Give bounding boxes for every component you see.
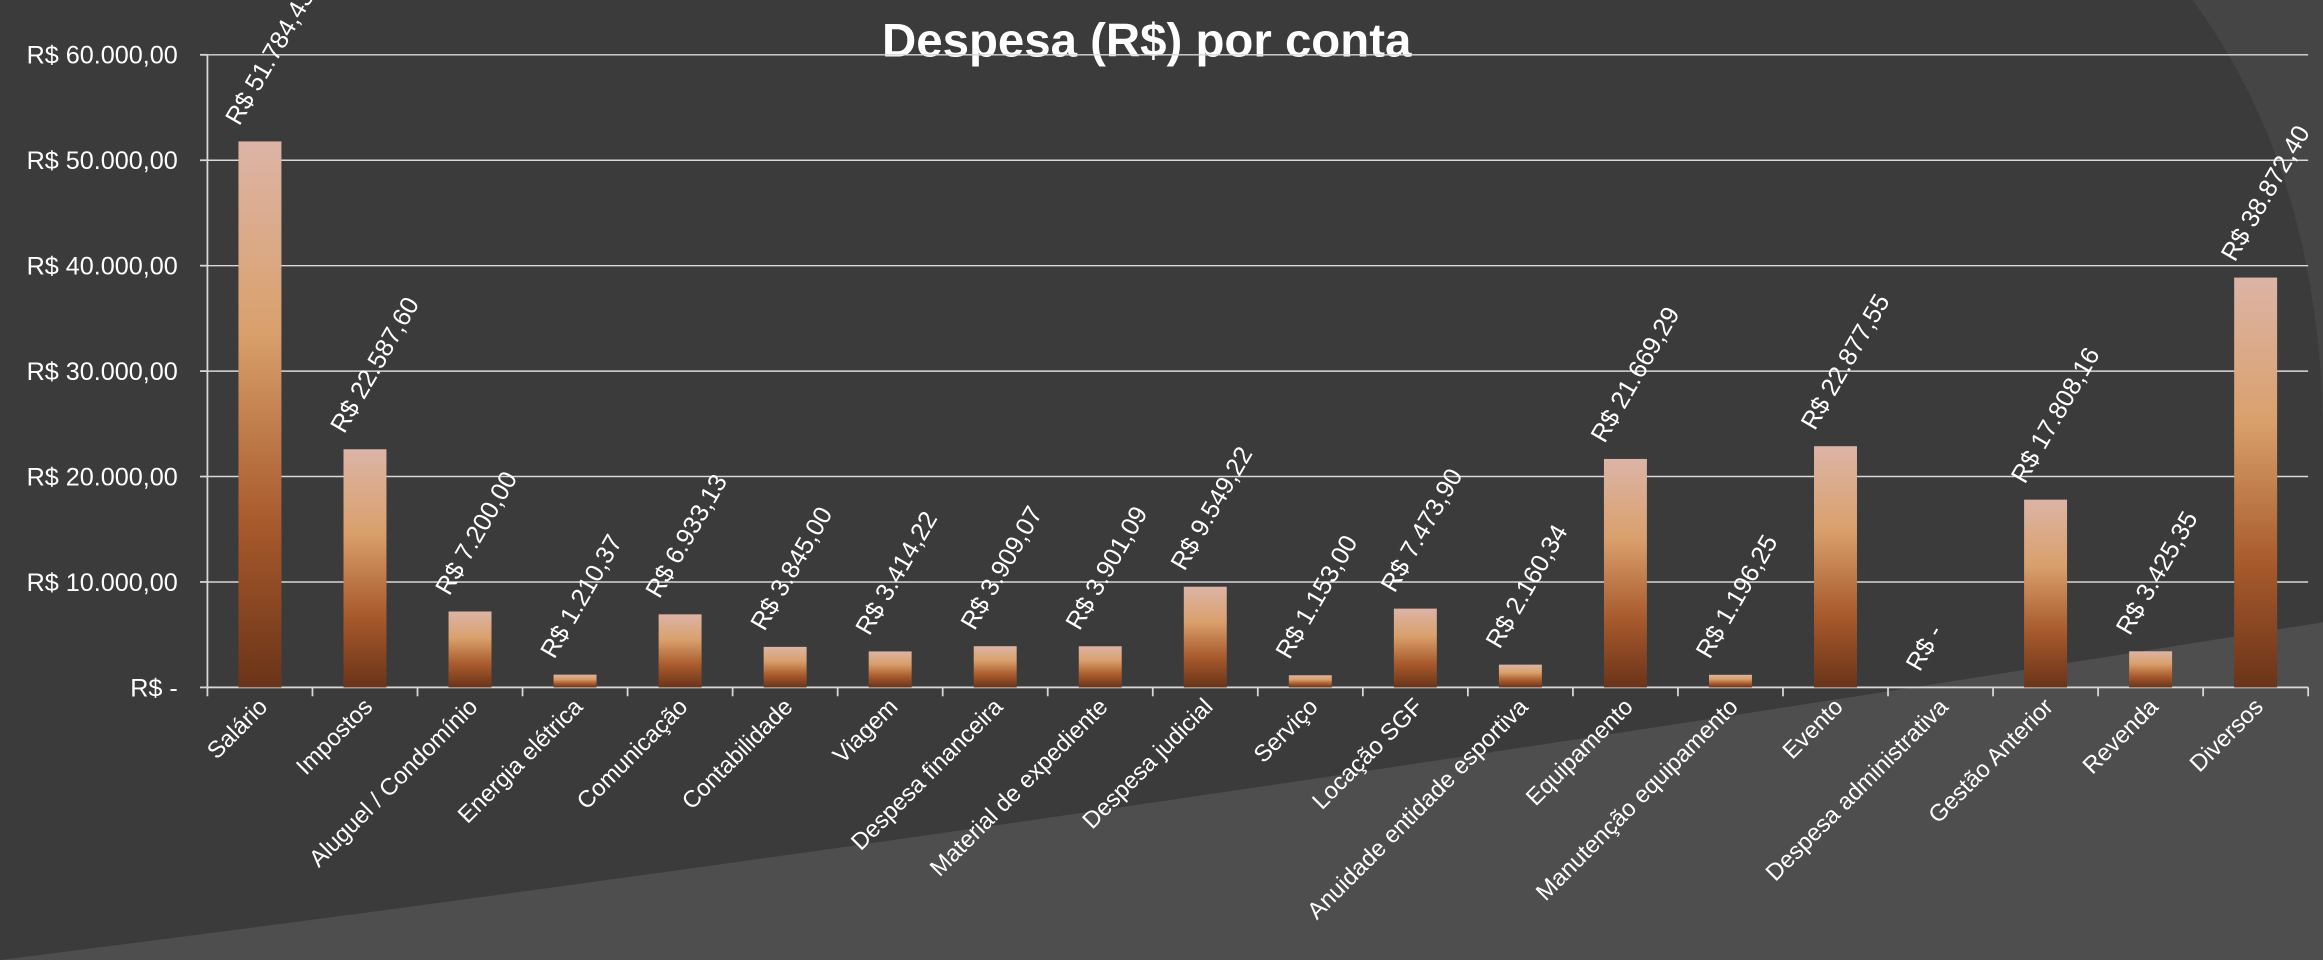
bar xyxy=(238,141,282,688)
bar xyxy=(658,614,702,688)
background-swoosh xyxy=(0,622,2323,960)
chart-title: Despesa (R$) por conta xyxy=(882,14,1412,67)
bar xyxy=(2129,651,2173,688)
background-curve xyxy=(2192,0,2323,445)
bar xyxy=(553,674,597,688)
bar xyxy=(1288,675,1332,688)
bar xyxy=(1078,646,1122,688)
bar xyxy=(2024,499,2068,688)
y-tick-label: R$ 40.000,00 xyxy=(27,253,178,281)
bar xyxy=(1603,458,1647,688)
y-tick-label: R$ 30.000,00 xyxy=(27,358,178,386)
y-tick-label: R$ 20.000,00 xyxy=(27,463,178,491)
bar xyxy=(1814,446,1857,688)
bar xyxy=(973,646,1017,688)
bar xyxy=(343,449,387,688)
bar xyxy=(868,651,912,688)
bar xyxy=(1708,674,1752,688)
bar xyxy=(2234,277,2278,688)
bar xyxy=(763,646,807,688)
y-tick-label: R$ 10.000,00 xyxy=(27,569,178,597)
y-tick-label: R$ 50.000,00 xyxy=(27,147,178,175)
bar xyxy=(1393,608,1437,688)
bar xyxy=(1498,664,1542,688)
bar xyxy=(1183,586,1227,688)
y-tick-label: R$ 60.000,00 xyxy=(27,42,178,70)
bar xyxy=(448,611,492,688)
y-tick-label: R$ - xyxy=(130,674,178,702)
